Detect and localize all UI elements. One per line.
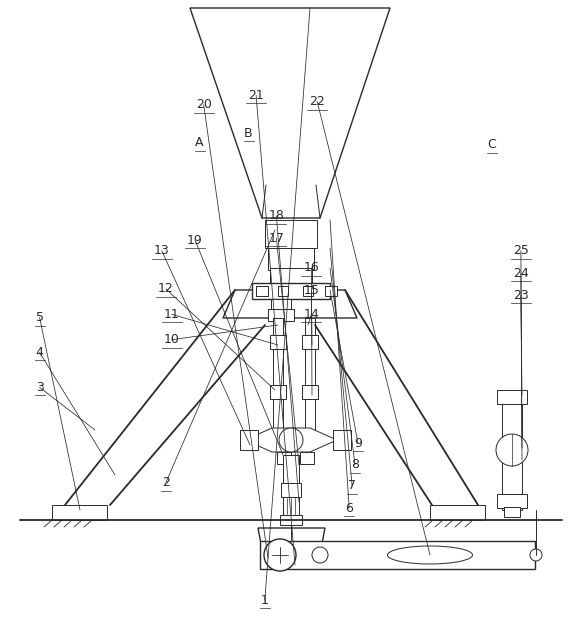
- Bar: [300, 452, 314, 464]
- Text: 18: 18: [268, 210, 285, 222]
- Bar: [280, 515, 302, 525]
- Text: A: A: [196, 137, 204, 149]
- Text: 4: 4: [36, 346, 44, 359]
- Bar: [302, 385, 318, 399]
- Text: 3: 3: [36, 381, 44, 394]
- Text: 8: 8: [351, 458, 359, 471]
- Bar: [504, 507, 520, 517]
- Polygon shape: [245, 428, 337, 452]
- Text: 11: 11: [164, 308, 180, 321]
- Bar: [303, 286, 313, 296]
- Bar: [273, 318, 283, 430]
- Text: 10: 10: [164, 333, 180, 346]
- Text: 2: 2: [162, 476, 170, 489]
- Text: 24: 24: [513, 267, 529, 279]
- Bar: [265, 220, 317, 248]
- Bar: [281, 483, 301, 497]
- Bar: [268, 309, 294, 321]
- Bar: [268, 248, 314, 270]
- Circle shape: [312, 547, 328, 563]
- Bar: [333, 430, 351, 450]
- Circle shape: [530, 549, 542, 561]
- Text: 12: 12: [158, 283, 174, 295]
- Text: 19: 19: [187, 234, 203, 246]
- Text: 17: 17: [268, 232, 285, 244]
- Bar: [283, 497, 299, 515]
- Text: C: C: [487, 138, 496, 151]
- Polygon shape: [223, 290, 357, 318]
- Text: 6: 6: [345, 502, 353, 514]
- Bar: [260, 541, 535, 569]
- Bar: [283, 455, 299, 483]
- Text: 15: 15: [303, 284, 320, 297]
- Bar: [430, 505, 485, 520]
- Text: 7: 7: [348, 479, 356, 492]
- Bar: [270, 268, 312, 286]
- Bar: [497, 494, 527, 508]
- Bar: [325, 286, 337, 296]
- Bar: [240, 430, 258, 450]
- Circle shape: [496, 434, 528, 466]
- Bar: [270, 385, 286, 399]
- Bar: [270, 335, 286, 349]
- Text: 13: 13: [154, 244, 170, 257]
- Text: 20: 20: [196, 98, 212, 111]
- Text: 14: 14: [303, 308, 320, 321]
- Text: 5: 5: [36, 311, 44, 324]
- Bar: [271, 299, 291, 309]
- Polygon shape: [258, 528, 325, 565]
- Text: 21: 21: [248, 89, 264, 102]
- Text: 16: 16: [303, 262, 320, 274]
- Text: 1: 1: [261, 594, 269, 606]
- Polygon shape: [190, 8, 390, 218]
- Ellipse shape: [388, 546, 473, 564]
- Bar: [277, 452, 291, 464]
- Text: B: B: [244, 127, 253, 140]
- Bar: [302, 335, 318, 349]
- Bar: [252, 283, 330, 299]
- Text: 9: 9: [354, 437, 362, 450]
- Circle shape: [279, 428, 303, 452]
- Text: 22: 22: [309, 95, 325, 108]
- Text: 23: 23: [513, 289, 529, 302]
- Bar: [256, 286, 268, 296]
- Bar: [497, 390, 527, 404]
- Text: 25: 25: [513, 244, 529, 257]
- Circle shape: [264, 539, 296, 571]
- Bar: [52, 505, 107, 520]
- Bar: [278, 286, 288, 296]
- Bar: [305, 318, 315, 430]
- Bar: [502, 390, 522, 510]
